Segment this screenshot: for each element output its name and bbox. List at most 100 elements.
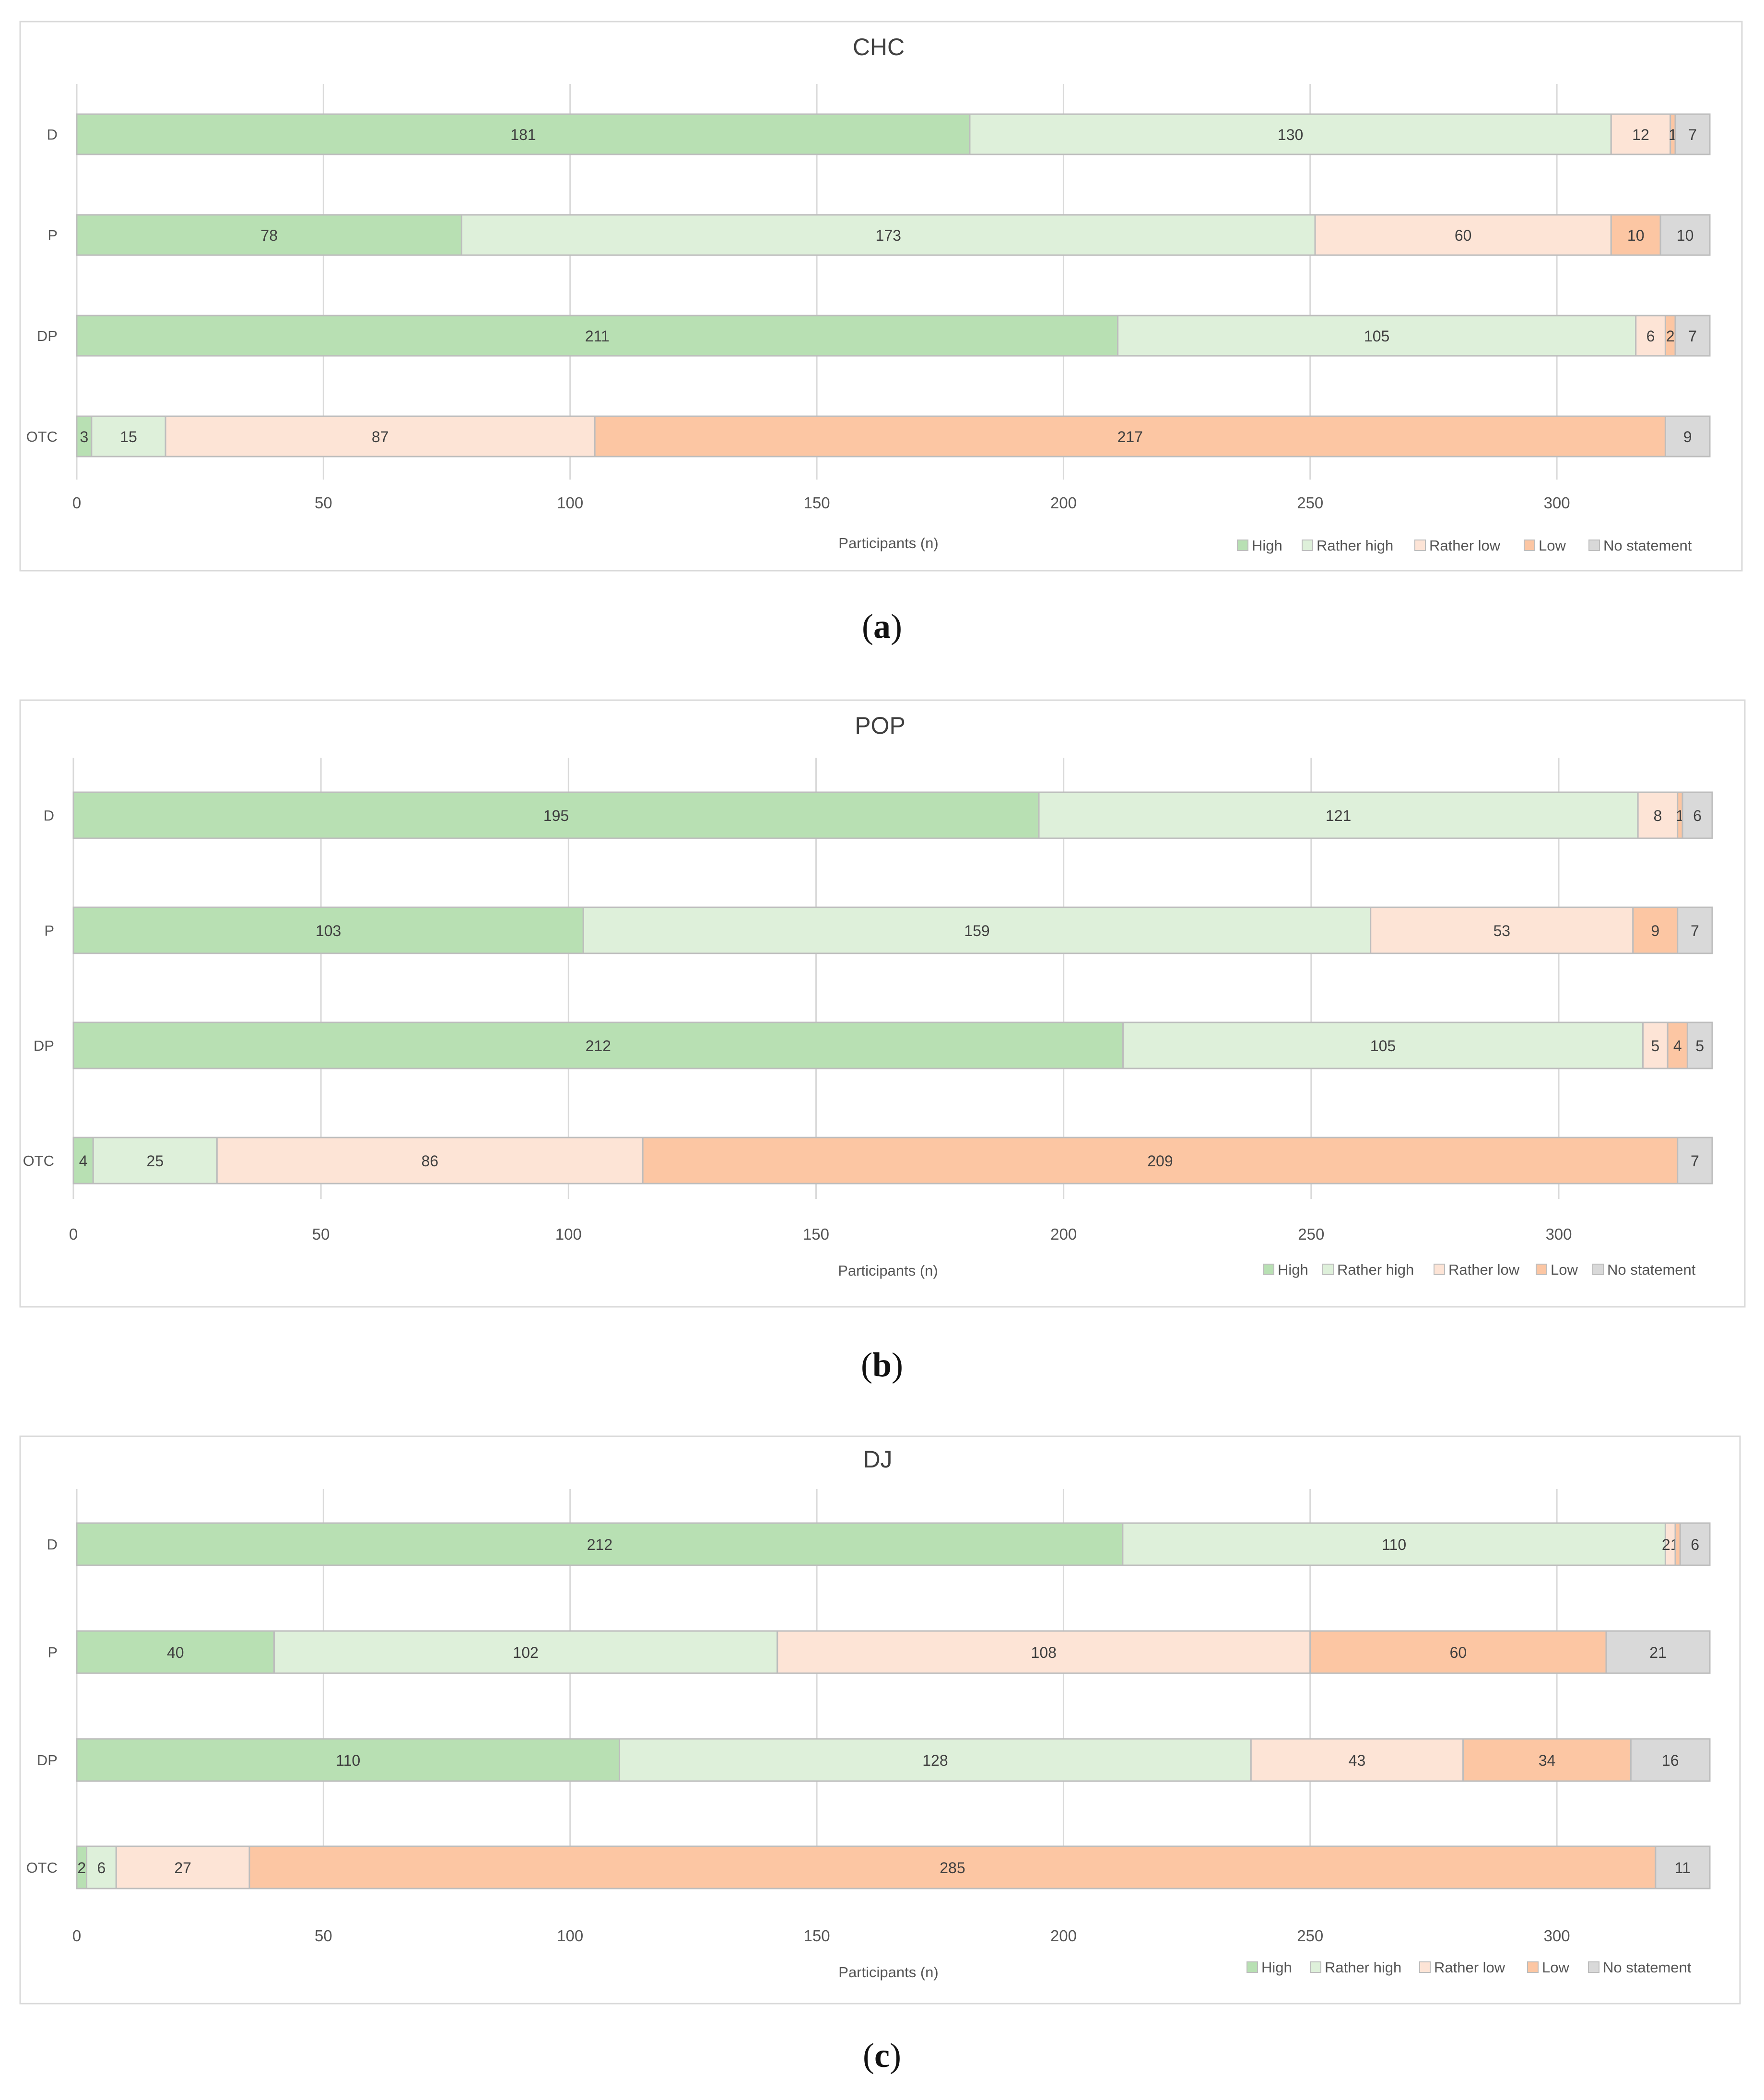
legend-label: No statement bbox=[1603, 537, 1692, 554]
bar-segment-rather-high bbox=[460, 214, 1316, 256]
legend-label: No statement bbox=[1603, 1959, 1692, 1976]
x-tick-label: 0 bbox=[69, 1225, 78, 1243]
bar-segment-low bbox=[1610, 214, 1661, 256]
data-label: 211 bbox=[585, 328, 610, 345]
data-label: 181 bbox=[510, 126, 536, 143]
data-label: 7 bbox=[1691, 1152, 1699, 1170]
data-label: 8 bbox=[1654, 807, 1662, 824]
x-tick-label: 100 bbox=[557, 1927, 583, 1945]
data-label: 2 bbox=[77, 1859, 86, 1877]
x-tick-label: 50 bbox=[315, 1927, 332, 1945]
data-label: 102 bbox=[513, 1644, 538, 1661]
category-label-otc: OTC bbox=[26, 1859, 58, 1876]
legend-swatch bbox=[1247, 1961, 1258, 1973]
bar-segment-no-statement bbox=[1674, 113, 1711, 155]
legend-label: Low bbox=[1542, 1959, 1569, 1976]
data-label: 7 bbox=[1691, 922, 1699, 939]
data-label: 217 bbox=[1117, 428, 1143, 446]
category-label-dp: DP bbox=[37, 1752, 58, 1769]
legend-label: Rather low bbox=[1448, 1261, 1520, 1278]
legend-item-rather-low: Rather low bbox=[1414, 537, 1501, 554]
data-label: 53 bbox=[1493, 922, 1510, 939]
legend-swatch bbox=[1588, 1961, 1599, 1973]
bar-segment-rather-low bbox=[1314, 214, 1612, 256]
bar-segment-no-statement bbox=[1682, 791, 1713, 839]
chart-panel-b: POP 0 50 100 150 200 250 300 Participants (n) D 19… bbox=[19, 699, 1746, 1384]
data-label: 121 bbox=[1326, 807, 1351, 824]
x-tick-label: 150 bbox=[803, 1225, 829, 1243]
legend-label: Rather high bbox=[1317, 537, 1393, 554]
data-label: 60 bbox=[1455, 227, 1472, 244]
chart-title: DJ bbox=[863, 1446, 892, 1473]
legend-item-high: High bbox=[1237, 537, 1282, 554]
category-label-otc: OTC bbox=[26, 428, 58, 445]
bar-segment-rather-low bbox=[1610, 113, 1671, 155]
data-label: 43 bbox=[1349, 1752, 1366, 1769]
data-label: 16 bbox=[1662, 1752, 1679, 1769]
caption-b: (b) bbox=[860, 1346, 903, 1384]
bar-segment-high bbox=[72, 1137, 94, 1185]
x-tick-label: 200 bbox=[1050, 1225, 1077, 1243]
legend-label: Low bbox=[1539, 537, 1566, 554]
legend-swatch bbox=[1414, 540, 1426, 551]
category-label-p: P bbox=[47, 1644, 58, 1661]
legend-swatch bbox=[1588, 540, 1600, 551]
data-label: 12 bbox=[1632, 126, 1649, 143]
category-label-d: D bbox=[44, 807, 54, 824]
legend-item-low: Low bbox=[1527, 1959, 1569, 1976]
legend-label: Rather low bbox=[1429, 537, 1501, 554]
x-axis-label: Participants (n) bbox=[838, 1964, 938, 1981]
data-label: 108 bbox=[1031, 1644, 1057, 1661]
x-tick-label: 0 bbox=[72, 494, 81, 512]
bar-segment-no-statement bbox=[1655, 1845, 1711, 1889]
caption-a: (a) bbox=[862, 607, 902, 645]
legend-swatch bbox=[1302, 540, 1313, 551]
data-label: 78 bbox=[260, 227, 278, 244]
data-label: 27 bbox=[174, 1859, 191, 1877]
bar-segment-no-statement bbox=[1674, 315, 1711, 357]
data-label: 110 bbox=[336, 1752, 360, 1769]
legend-swatch bbox=[1310, 1961, 1321, 1973]
data-label: 15 bbox=[120, 428, 137, 446]
bar-segment-rather-high bbox=[86, 1845, 117, 1889]
x-tick-label: 250 bbox=[1297, 494, 1323, 512]
bar-segment-rather-high bbox=[1122, 1021, 1644, 1069]
x-tick-label: 300 bbox=[1544, 494, 1570, 512]
data-label: 195 bbox=[543, 807, 569, 824]
bar-segment-high bbox=[72, 791, 1040, 839]
data-label: 285 bbox=[940, 1859, 965, 1877]
bar-segment-low bbox=[1674, 1522, 1681, 1566]
legend-label: No statement bbox=[1607, 1261, 1696, 1278]
bar-segment-high bbox=[76, 415, 93, 458]
bar-segment-high bbox=[76, 1630, 275, 1674]
legend-label: High bbox=[1278, 1261, 1308, 1278]
chart-title: POP bbox=[855, 712, 906, 739]
data-label: 105 bbox=[1370, 1037, 1396, 1055]
data-label: 5 bbox=[1695, 1037, 1704, 1055]
legend-swatch bbox=[1263, 1264, 1274, 1275]
bar-segment-rather-high bbox=[92, 1137, 218, 1185]
x-tick-label: 150 bbox=[804, 494, 830, 512]
bar-segment-no-statement bbox=[1679, 1522, 1711, 1566]
caption-c: (c) bbox=[863, 2036, 901, 2075]
legend-swatch bbox=[1322, 1264, 1334, 1275]
bar-segment-no-statement bbox=[1659, 214, 1711, 256]
chart-panel-a: CHC 0 50 100 150 200 250 300 Participants (n) D 18… bbox=[0, 0, 1764, 662]
legend-item-high: High bbox=[1263, 1261, 1308, 1278]
category-label-dp: DP bbox=[37, 328, 58, 344]
legend-item-rather-low: Rather low bbox=[1434, 1261, 1520, 1278]
data-label: 7 bbox=[1688, 328, 1697, 345]
data-label: 34 bbox=[1539, 1752, 1556, 1769]
data-label: 6 bbox=[1691, 1536, 1699, 1553]
legend-swatch bbox=[1419, 1961, 1431, 1973]
data-label: 6 bbox=[1693, 807, 1702, 824]
x-tick-label: 200 bbox=[1050, 494, 1077, 512]
legend-label: Rather low bbox=[1434, 1959, 1505, 1976]
chart-chc: CHC 0 50 100 150 200 250 300 Participants (n) D 18… bbox=[19, 21, 1743, 572]
category-label-p: P bbox=[44, 922, 54, 939]
legend-label: Rather high bbox=[1325, 1959, 1401, 1976]
data-label: 4 bbox=[79, 1152, 88, 1170]
bar-segment-rather-low bbox=[165, 415, 596, 458]
data-label: 10 bbox=[1627, 227, 1645, 244]
data-label: 9 bbox=[1683, 428, 1692, 446]
